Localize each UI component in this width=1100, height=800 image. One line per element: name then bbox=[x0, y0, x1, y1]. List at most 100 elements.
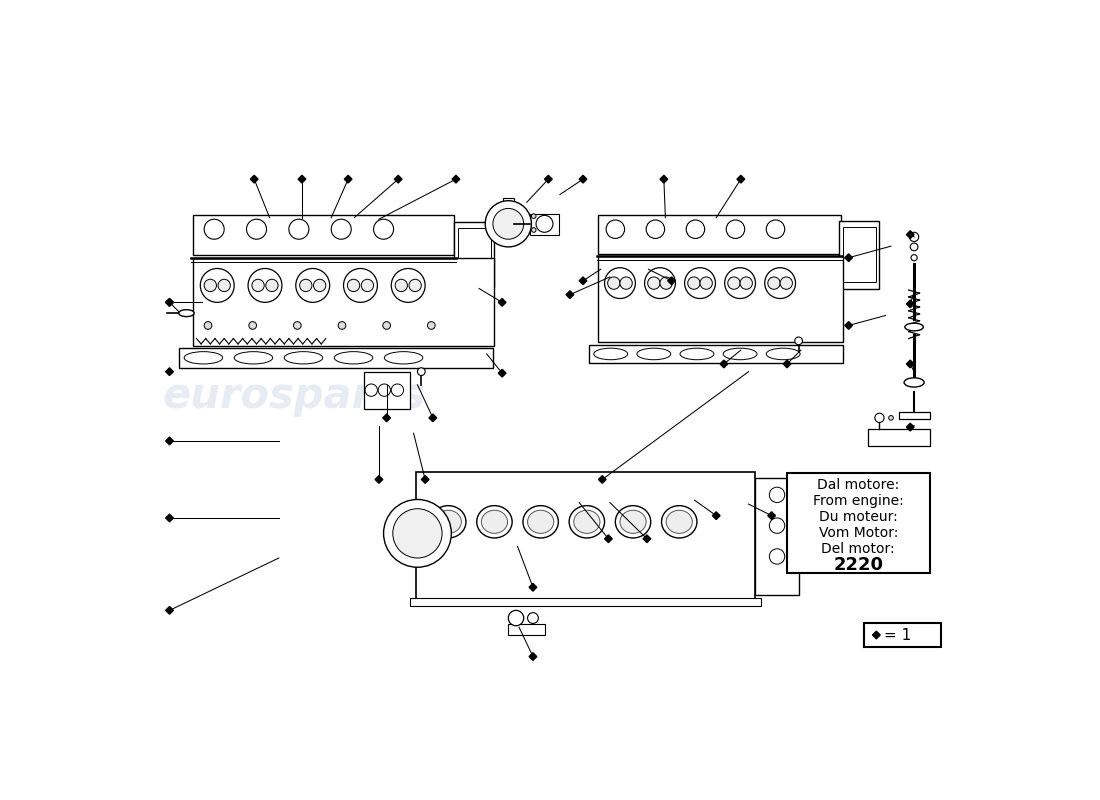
Polygon shape bbox=[566, 291, 574, 298]
Circle shape bbox=[299, 279, 312, 291]
Polygon shape bbox=[166, 514, 174, 522]
Ellipse shape bbox=[184, 352, 222, 364]
Polygon shape bbox=[166, 437, 174, 445]
Circle shape bbox=[378, 384, 390, 396]
Circle shape bbox=[395, 279, 407, 291]
Polygon shape bbox=[720, 360, 728, 368]
Polygon shape bbox=[375, 476, 383, 483]
Polygon shape bbox=[166, 298, 174, 306]
Ellipse shape bbox=[234, 352, 273, 364]
Circle shape bbox=[218, 279, 230, 291]
Polygon shape bbox=[166, 368, 174, 375]
Text: eurospares: eurospares bbox=[163, 375, 426, 418]
Ellipse shape bbox=[569, 506, 605, 538]
Circle shape bbox=[266, 279, 278, 291]
Ellipse shape bbox=[620, 510, 646, 534]
Circle shape bbox=[428, 322, 436, 330]
Polygon shape bbox=[845, 254, 853, 262]
Circle shape bbox=[361, 279, 374, 291]
Circle shape bbox=[769, 518, 784, 534]
Circle shape bbox=[252, 279, 264, 291]
Bar bbox=[839, 221, 880, 289]
Polygon shape bbox=[166, 298, 174, 306]
Circle shape bbox=[874, 414, 884, 422]
Circle shape bbox=[660, 277, 672, 290]
Bar bbox=[192, 258, 495, 346]
Bar bbox=[178, 348, 493, 368]
Ellipse shape bbox=[430, 506, 466, 538]
Polygon shape bbox=[598, 476, 606, 483]
Polygon shape bbox=[544, 175, 552, 183]
Circle shape bbox=[249, 322, 256, 330]
Circle shape bbox=[393, 509, 442, 558]
Circle shape bbox=[794, 337, 803, 345]
Text: = 1: = 1 bbox=[884, 627, 911, 642]
Circle shape bbox=[780, 277, 792, 290]
Polygon shape bbox=[713, 512, 721, 519]
Polygon shape bbox=[452, 175, 460, 183]
Circle shape bbox=[314, 279, 326, 291]
Bar bbox=[192, 215, 454, 255]
Bar bbox=[755, 478, 800, 595]
Polygon shape bbox=[580, 175, 587, 183]
Circle shape bbox=[684, 268, 715, 298]
Bar bbox=[590, 345, 844, 363]
Bar bbox=[598, 256, 844, 342]
Circle shape bbox=[700, 277, 713, 290]
Polygon shape bbox=[498, 298, 506, 306]
Circle shape bbox=[769, 487, 784, 502]
Circle shape bbox=[531, 228, 536, 232]
Circle shape bbox=[374, 219, 394, 239]
Ellipse shape bbox=[522, 506, 559, 538]
Circle shape bbox=[726, 220, 745, 238]
Polygon shape bbox=[529, 583, 537, 591]
Polygon shape bbox=[395, 175, 403, 183]
Circle shape bbox=[768, 277, 780, 290]
Circle shape bbox=[725, 268, 756, 298]
Text: Del motor:: Del motor: bbox=[822, 542, 895, 556]
Text: Du moteur:: Du moteur: bbox=[818, 510, 898, 524]
Circle shape bbox=[246, 219, 266, 239]
Bar bbox=[363, 372, 409, 409]
Circle shape bbox=[348, 279, 360, 291]
Bar bbox=[503, 198, 514, 212]
Ellipse shape bbox=[723, 348, 757, 360]
Ellipse shape bbox=[615, 506, 651, 538]
Circle shape bbox=[740, 277, 752, 290]
Ellipse shape bbox=[667, 510, 692, 534]
Polygon shape bbox=[605, 535, 613, 542]
Ellipse shape bbox=[661, 506, 697, 538]
Circle shape bbox=[911, 254, 917, 261]
Circle shape bbox=[620, 277, 632, 290]
Text: 2220: 2220 bbox=[834, 556, 883, 574]
Circle shape bbox=[536, 215, 553, 232]
Circle shape bbox=[383, 322, 390, 330]
Bar bbox=[788, 474, 930, 574]
Ellipse shape bbox=[680, 348, 714, 360]
Circle shape bbox=[767, 220, 784, 238]
Ellipse shape bbox=[334, 352, 373, 364]
Circle shape bbox=[646, 220, 664, 238]
Circle shape bbox=[392, 384, 404, 396]
Circle shape bbox=[343, 269, 377, 302]
Circle shape bbox=[769, 549, 784, 564]
Circle shape bbox=[645, 268, 675, 298]
Ellipse shape bbox=[178, 310, 194, 317]
Circle shape bbox=[485, 201, 531, 247]
Polygon shape bbox=[768, 512, 776, 519]
Polygon shape bbox=[668, 277, 675, 285]
Circle shape bbox=[764, 268, 795, 298]
Polygon shape bbox=[906, 300, 914, 308]
Bar bbox=[598, 215, 842, 254]
Polygon shape bbox=[845, 322, 853, 330]
Circle shape bbox=[248, 269, 282, 302]
Polygon shape bbox=[251, 175, 258, 183]
Circle shape bbox=[338, 322, 345, 330]
Circle shape bbox=[409, 279, 421, 291]
Polygon shape bbox=[737, 175, 745, 183]
Circle shape bbox=[508, 610, 524, 626]
Circle shape bbox=[605, 268, 636, 298]
Bar bbox=[454, 222, 495, 287]
Ellipse shape bbox=[284, 352, 322, 364]
Circle shape bbox=[686, 220, 705, 238]
